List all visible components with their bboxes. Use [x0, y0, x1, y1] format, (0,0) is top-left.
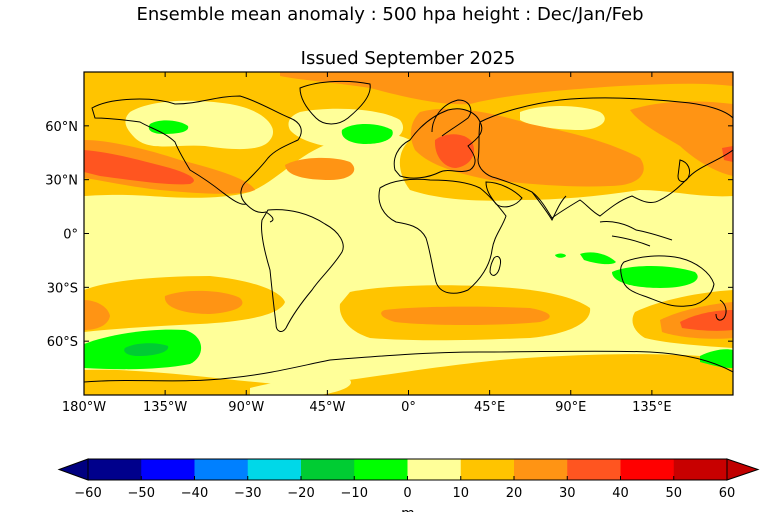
- colorbar-tick-label: 20: [506, 486, 523, 501]
- coast-japan: [677, 159, 691, 183]
- coast-australia: [620, 255, 715, 307]
- field-antarctic-pale: [250, 378, 351, 395]
- lon-tick-label: 90°E: [555, 400, 586, 415]
- colorbar-bin: [354, 459, 408, 480]
- colorbar-bin: [247, 459, 302, 480]
- field-europe-red: [434, 134, 475, 168]
- coast-india: [531, 191, 567, 222]
- field-south-west-orange: [84, 300, 110, 330]
- field-south-east-red: [680, 310, 733, 331]
- coastlines: [84, 80, 733, 383]
- colorbar-bin: [88, 459, 142, 480]
- field-eurasia-orange: [410, 108, 644, 187]
- coast-asia: [477, 97, 733, 219]
- colorbar-bins: [88, 459, 728, 480]
- coast-africa: [378, 178, 507, 294]
- colorbar-tick-label: 60: [719, 486, 736, 501]
- lon-tick-label: 45°E: [474, 400, 505, 415]
- lon-tick-label: 0°: [401, 400, 416, 415]
- coast-north-america: [91, 95, 302, 205]
- colorbar-tick-label: −40: [181, 486, 208, 501]
- colorbar-tick-label: 0: [403, 486, 411, 501]
- field-south-atlantic-orange: [381, 306, 550, 325]
- colorbar-tick-label: 30: [559, 486, 576, 501]
- coast-arabia: [485, 181, 523, 208]
- colorbar-bin: [514, 459, 568, 480]
- colorbar-high-extend: [726, 458, 760, 481]
- lon-tick-label: 90°W: [228, 400, 264, 415]
- lat-tick-label: 60°N: [45, 120, 78, 135]
- coast-scandinavia: [431, 99, 472, 137]
- coast-south-america: [261, 209, 344, 332]
- field-south-east-green: [700, 349, 733, 368]
- lat-tick-label: 30°N: [45, 174, 78, 189]
- field-southern-ocean-dark-green: [124, 343, 169, 356]
- colorbar-tick-label: 40: [612, 486, 629, 501]
- field-north-america-pale: [125, 100, 274, 150]
- colorbar-tick-label: −60: [74, 486, 101, 501]
- field-north-pacific-orange: [84, 140, 255, 194]
- colorbar-tick-label: −30: [234, 486, 261, 501]
- field-antarctic-yellow: [84, 354, 733, 395]
- colorbar-bin: [141, 459, 195, 480]
- lat-tick-label: 0°: [63, 228, 78, 243]
- field-australia-north-green: [580, 252, 616, 265]
- field-north-pacific-red: [84, 150, 194, 185]
- coast-greenland: [299, 80, 371, 125]
- map-title: Ensemble mean anomaly : 500 hpa height :…: [136, 4, 644, 25]
- colorbar-bin: [407, 459, 462, 480]
- anomaly-field: [84, 72, 733, 395]
- colorbar-tick-label: 10: [452, 486, 469, 501]
- coast-central-america: [245, 203, 274, 223]
- colorbar-bin: [620, 459, 675, 480]
- field-north-asia-pale: [520, 106, 605, 130]
- field-arctic-orange: [280, 72, 733, 105]
- colorbar-bin: [567, 459, 621, 480]
- lat-tick-label: 30°S: [47, 281, 78, 296]
- coast-europe: [393, 108, 483, 179]
- field-north-atlantic-green: [341, 124, 393, 144]
- map-subtitle: Issued September 2025: [300, 48, 516, 69]
- lon-tick-label: 180°W: [62, 400, 106, 415]
- colorbar-low-extend: [57, 458, 89, 481]
- field-atlantic-orange: [285, 157, 355, 180]
- colorbar-unit-label: m: [401, 506, 415, 512]
- colorbar-tick-label: −20: [287, 486, 314, 501]
- field-australia-green: [612, 266, 698, 288]
- field-south-pacific-orange: [164, 290, 243, 314]
- field-east-asia-orange: [630, 101, 733, 176]
- colorbar-bin: [194, 459, 249, 480]
- longitude-axis: 180°W 135°W 90°W 45°W 0° 45°E 90°E 135°E: [62, 72, 672, 415]
- coast-antarctica: [84, 350, 733, 383]
- lon-tick-label: 135°W: [143, 400, 187, 415]
- lon-tick-label: 135°E: [632, 400, 672, 415]
- colorbar-bin: [301, 459, 355, 480]
- lat-tick-label: 60°S: [47, 335, 78, 350]
- colorbar-ticks: −60 −50 −40 −30 −20 −10 0 10 20 30 40 50 60: [74, 476, 735, 501]
- colorbar-tick-label: −50: [128, 486, 155, 501]
- field-indian-ocean-green: [555, 253, 566, 258]
- coast-maritime-continent: [599, 221, 673, 247]
- colorbar-tick-label: −10: [341, 486, 368, 501]
- latitude-axis: 60°N 30°N 0° 30°S 60°S: [45, 120, 733, 350]
- colorbar-bin: [673, 459, 728, 480]
- colorbar-tick-label: 50: [665, 486, 682, 501]
- lon-tick-label: 45°W: [309, 400, 345, 415]
- coast-new-zealand: [715, 299, 727, 321]
- colorbar-bin: [460, 459, 515, 480]
- coast-madagascar: [489, 255, 501, 276]
